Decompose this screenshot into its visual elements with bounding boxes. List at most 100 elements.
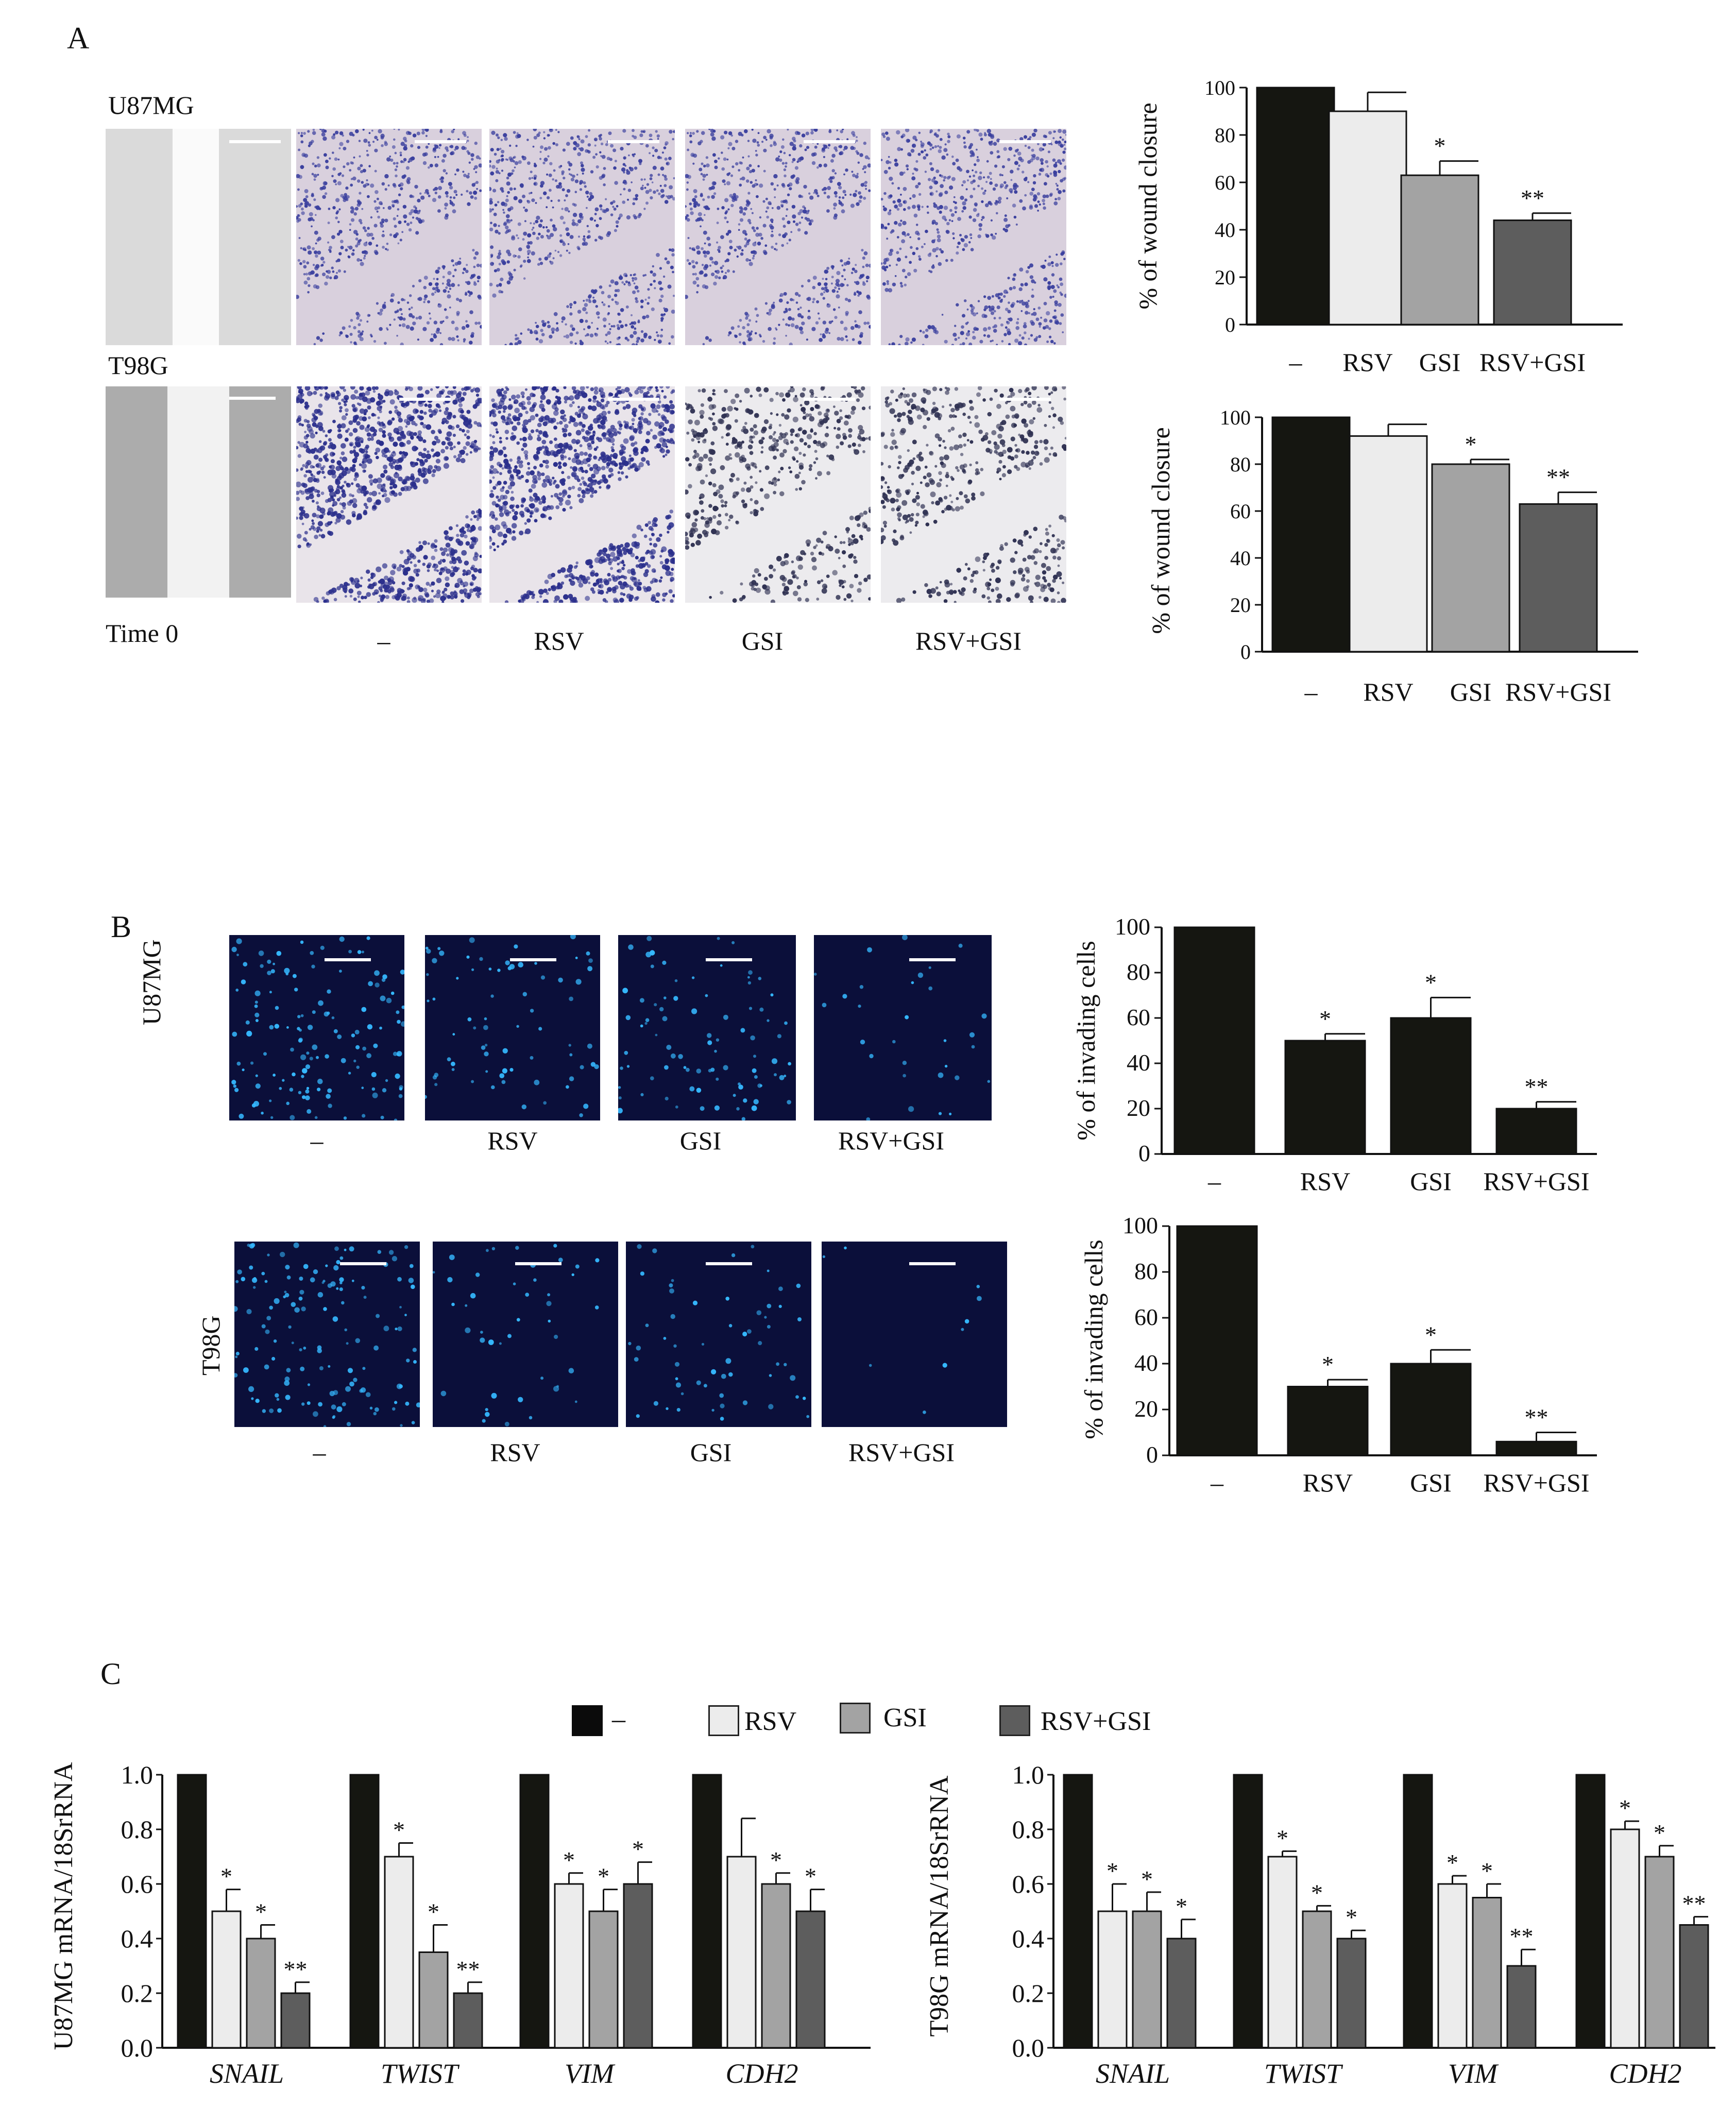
- chart-b-u87mg-y-tick-label: 0: [1138, 1140, 1150, 1166]
- chart-c-t98g-bar: [1302, 1910, 1332, 2049]
- chart-c-t98g-y-tick-label: 1.0: [1012, 1760, 1045, 1789]
- panel-a-t98g-time0-image: [106, 386, 291, 598]
- chart-c-u87mg-bar: [692, 1774, 722, 2049]
- chart-a-u87mg-category-label: –: [1289, 348, 1303, 377]
- chart-c-u87mg-bar: [519, 1774, 550, 2049]
- chart-c-u87mg-bar: [761, 1883, 791, 2049]
- chart-a-u87mg-category-label: RSV+GSI: [1479, 348, 1586, 377]
- panel-a-condition-control: –: [377, 626, 390, 655]
- chart-c-t98g-significance: *: [1107, 1858, 1118, 1884]
- chart-b-t98g-significance: **: [1525, 1404, 1548, 1431]
- chart-a-t98g-category-label: RSV+GSI: [1505, 677, 1611, 706]
- chart-c-u87mg-bar: [418, 1951, 449, 2049]
- chart-c-u87mg-bar: [177, 1774, 207, 2049]
- chart-b-u87mg-category-label: GSI: [1410, 1167, 1452, 1196]
- micrograph-texture-icon: [425, 935, 600, 1120]
- chart-c-u87mg-significance: *: [220, 1863, 232, 1890]
- scale-bar: [804, 140, 855, 143]
- scale-bar: [510, 958, 556, 961]
- chart-c-t98g-significance: *: [1176, 1893, 1187, 1920]
- chart-c-t98g-bar: [1403, 1774, 1433, 2049]
- panel-a-t98g-control-image: [296, 386, 482, 603]
- legend-swatch-rsv: [708, 1705, 739, 1736]
- chart-c-t98g-bar: [1644, 1856, 1675, 2049]
- chart-c-u87mg-y-tick-label: 0.4: [121, 1924, 154, 1953]
- chart-b-t98g-y-tick-label: 60: [1134, 1304, 1158, 1330]
- chart-a-u87mg-category-label: RSV: [1342, 348, 1392, 377]
- panel-b-u87mg-rsv-image: [425, 935, 600, 1120]
- chart-a-u87mg-bar: [1400, 174, 1479, 326]
- chart-c-t98g-significance: *: [1446, 1849, 1458, 1876]
- chart-b-t98g-bar: [1390, 1363, 1472, 1456]
- chart-c-u87mg-significance: *: [770, 1847, 782, 1873]
- chart-a-t98g-y-tick-label: 100: [1220, 406, 1251, 429]
- panel-b-t98g-gsi-image: [626, 1242, 811, 1427]
- legend-swatch-rsv-gsi: [999, 1705, 1030, 1736]
- chart-b-u87mg-category-label: –: [1207, 1167, 1221, 1196]
- chart-c-t98g-y-tick-label: 0.8: [1012, 1815, 1045, 1844]
- chart-b-t98g-bar: [1287, 1386, 1369, 1456]
- scale-bar: [229, 397, 276, 400]
- chart-b-t98g-y-tick-label: 40: [1134, 1350, 1158, 1376]
- scale-bar: [608, 140, 659, 143]
- chart-c-t98g-bar: [1679, 1924, 1709, 2049]
- chart-c-t98g-y-label: T98G mRNA/18SrRNA: [925, 1775, 954, 2036]
- chart-b-u87mg-bar: [1390, 1017, 1472, 1155]
- micrograph-texture-icon: [618, 935, 796, 1120]
- scale-bar: [325, 958, 371, 961]
- panel-a-row2-cell-line: T98G: [108, 351, 168, 380]
- panel-b-u87mg-rsv-gsi-image: [814, 935, 992, 1120]
- panel-a-row1-cell-line: U87MG: [108, 91, 194, 120]
- chart-c-t98g-bar: [1472, 1897, 1502, 2049]
- chart-a-u87mg-y-tick-label: 20: [1215, 266, 1235, 289]
- chart-a-t98g-y-tick-label: 60: [1230, 500, 1251, 523]
- chart-c-t98g-bar: [1097, 1910, 1128, 2049]
- chart-a-t98g-significance: *: [1465, 431, 1477, 457]
- chart-b-u87mg-significance: *: [1425, 969, 1437, 995]
- micrograph-texture-icon: [234, 1242, 420, 1427]
- micrograph-texture-icon: [296, 386, 482, 603]
- chart-c-u87mg-y-tick-label: 0.0: [121, 2033, 154, 2062]
- chart-c-t98g-category-label: TWIST: [1264, 2058, 1343, 2089]
- chart-c-u87mg-bar: [280, 1992, 311, 2049]
- chart-c-t98g-significance: *: [1141, 1866, 1153, 1892]
- chart-c-t98g-bar: [1063, 1774, 1093, 2049]
- chart-c-u87mg-bar: [246, 1938, 276, 2049]
- chart-c-t98g-bar: [1233, 1774, 1263, 2049]
- panel-b-row2-condition-control: –: [313, 1438, 326, 1467]
- chart-a-t98g-y-tick-label: 80: [1230, 453, 1251, 476]
- chart-c-t98g-bar: [1610, 1828, 1640, 2049]
- micrograph-texture-icon: [229, 935, 404, 1120]
- chart-a-t98g-category-label: RSV: [1363, 677, 1413, 706]
- chart-c-t98g-significance: *: [1619, 1795, 1631, 1821]
- chart-c-u87mg-significance: *: [632, 1836, 644, 1862]
- chart-b-t98g-y-tick-label: 20: [1134, 1396, 1158, 1422]
- chart-c-u87mg-y-tick-label: 0.2: [121, 1979, 154, 2008]
- scale-bar: [909, 958, 956, 961]
- chart-a-u87mg-significance: **: [1521, 185, 1544, 211]
- panel-b-row2-condition-rsv-gsi: RSV+GSI: [848, 1438, 955, 1467]
- chart-a-t98g-y-label: % of wound closure: [1146, 427, 1175, 634]
- legend-label-control: –: [612, 1705, 625, 1734]
- panel-b-row2-condition-gsi: GSI: [690, 1438, 732, 1467]
- micrograph-texture-icon: [814, 935, 992, 1120]
- chart-c-u87mg-significance: *: [393, 1817, 405, 1843]
- panel-c-letter: C: [100, 1657, 122, 1691]
- chart-c-u87mg-bar: [795, 1910, 826, 2049]
- chart-c-t98g-category-label: CDH2: [1609, 2058, 1681, 2089]
- chart-a-u87mg-y-tick-label: 0: [1225, 313, 1235, 336]
- wound-texture-icon: [106, 129, 291, 345]
- chart-c-u87mg-bar: [623, 1883, 653, 2049]
- chart-c-u87mg-significance: *: [805, 1863, 816, 1890]
- chart-c-t98g-significance: *: [1311, 1879, 1323, 1906]
- chart-a-u87mg-y-tick-label: 100: [1204, 76, 1235, 99]
- chart-a-t98g-bar: [1271, 416, 1351, 653]
- scale-bar: [999, 398, 1051, 401]
- chart-a-u87mg-bar: [1328, 110, 1407, 326]
- chart-b-u87mg-bar: [1173, 926, 1255, 1155]
- chart-a-t98g-category-label: –: [1304, 677, 1318, 706]
- panel-b-row1-condition-gsi: GSI: [679, 1126, 722, 1155]
- chart-b-u87mg-bar: [1495, 1108, 1577, 1155]
- panel-c-legend: – RSV GSI RSV+GSI: [567, 1700, 1236, 1741]
- micrograph-texture-icon: [433, 1242, 618, 1427]
